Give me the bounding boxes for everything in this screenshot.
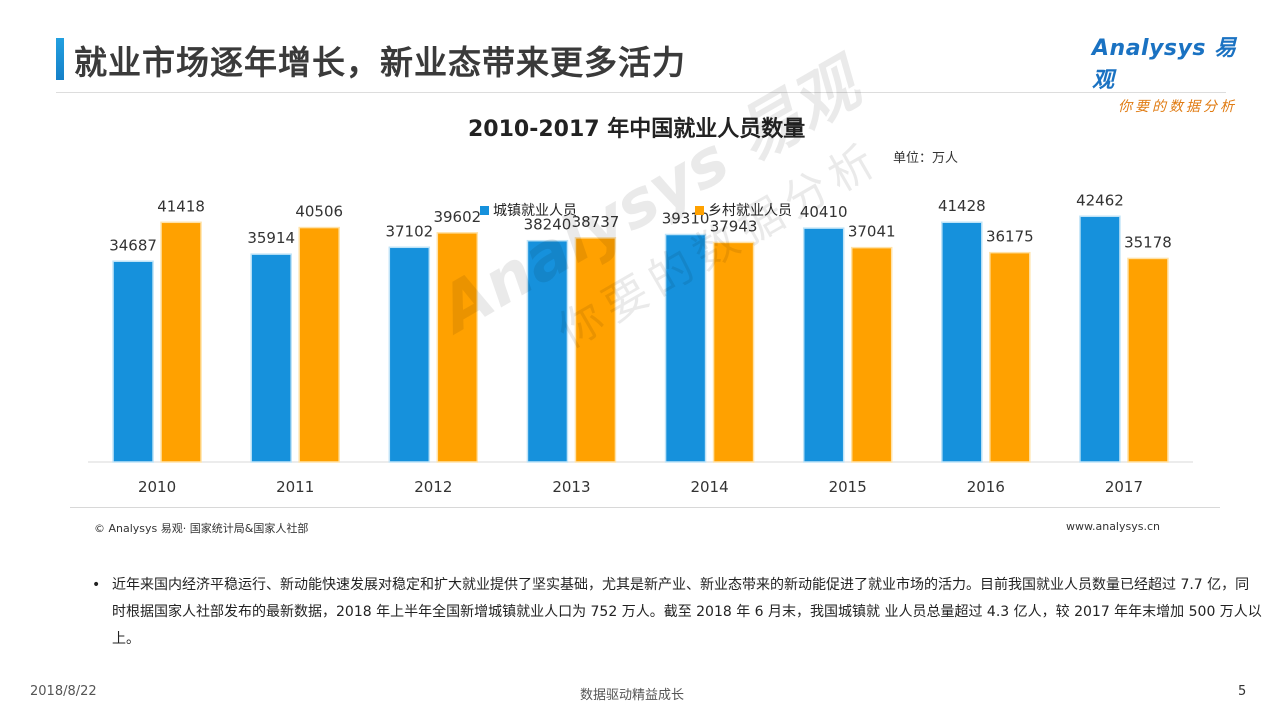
bar-urban-2011 — [250, 253, 292, 463]
data-label-urban-2013: 38240 — [524, 216, 572, 234]
data-label-rural-2014: 37943 — [710, 217, 758, 235]
bar-urban-2013 — [526, 239, 569, 463]
chart-title: 2010-2017 年中国就业人员数量 — [468, 117, 806, 142]
bar-urban-2010 — [112, 260, 154, 463]
data-label-urban-2011: 35914 — [247, 229, 295, 247]
bar-rural-2014 — [712, 241, 755, 463]
x-tick-label-2012: 2012 — [414, 478, 452, 496]
data-label-rural-2015: 37041 — [848, 223, 896, 241]
data-label-urban-2012: 37102 — [385, 222, 433, 240]
bar-rural-2011 — [298, 226, 340, 463]
data-label-rural-2013: 38737 — [572, 213, 620, 231]
x-tick-label-2013: 2013 — [552, 478, 590, 496]
logo-main-text: Analysys 易观 — [1092, 36, 1237, 93]
bar-urban-2016 — [941, 221, 983, 463]
legend-label-rural: 乡村就业人员 — [708, 203, 792, 219]
bar-rural-2016 — [989, 251, 1031, 463]
bar-rural-2013 — [574, 237, 617, 463]
source-note: © Analysys 易观· 国家统计局&国家人社部 — [94, 522, 309, 535]
x-tick-label-2011: 2011 — [276, 478, 314, 496]
summary-bullet: • 近年来国内经济平稳运行、新动能快速发展对稳定和扩大就业提供了坚实基础，尤其是… — [92, 572, 1262, 653]
source-divider — [70, 507, 1220, 508]
analysys-logo: Analysys 易观 你要的数据分析 — [1092, 30, 1252, 115]
x-tick-label-2010: 2010 — [138, 478, 176, 496]
bar-rural-2017 — [1127, 257, 1169, 463]
data-label-rural-2012: 39602 — [433, 208, 481, 226]
data-label-rural-2017: 35178 — [1124, 233, 1172, 251]
data-label-urban-2010: 34687 — [109, 236, 157, 254]
data-label-rural-2011: 40506 — [295, 203, 343, 221]
data-label-rural-2010: 41418 — [157, 197, 205, 215]
footer-slogan: 数据驱动精益成长 — [580, 688, 685, 703]
footer-date: 2018/8/22 — [30, 684, 97, 699]
bar-rural-2015 — [850, 246, 893, 463]
chart-unit: 单位：万人 — [893, 151, 959, 166]
summary-text: 近年来国内经济平稳运行、新动能快速发展对稳定和扩大就业提供了坚实基础，尤其是新产… — [112, 577, 1262, 647]
bar-urban-2014 — [664, 233, 707, 463]
x-tick-label-2017: 2017 — [1105, 478, 1143, 496]
data-label-rural-2016: 36175 — [986, 228, 1034, 246]
x-tick-label-2015: 2015 — [829, 478, 867, 496]
logo-sub-text: 你要的数据分析 — [1118, 99, 1237, 115]
bar-urban-2017 — [1079, 215, 1121, 463]
bar-rural-2012 — [436, 232, 479, 463]
bar-urban-2015 — [802, 227, 845, 463]
bar-urban-2012 — [388, 246, 431, 463]
legend-swatch-urban — [480, 206, 489, 215]
website-link[interactable]: www.analysys.cn — [1066, 520, 1160, 533]
data-label-urban-2016: 41428 — [938, 197, 986, 215]
title-accent-bar — [56, 38, 64, 80]
page-number: 5 — [1238, 684, 1247, 699]
bar-rural-2010 — [160, 221, 202, 463]
legend-label-urban: 城镇就业人员 — [493, 203, 577, 219]
legend-swatch-rural — [695, 206, 704, 215]
header-divider — [56, 92, 1226, 93]
x-tick-label-2016: 2016 — [967, 478, 1005, 496]
x-tick-label-2014: 2014 — [690, 478, 728, 496]
data-label-urban-2017: 42462 — [1076, 191, 1124, 209]
page-title: 就业市场逐年增长，新业态带来更多活力 — [74, 43, 686, 82]
bullet-dot-icon: • — [92, 577, 101, 593]
data-label-urban-2015: 40410 — [800, 203, 848, 221]
